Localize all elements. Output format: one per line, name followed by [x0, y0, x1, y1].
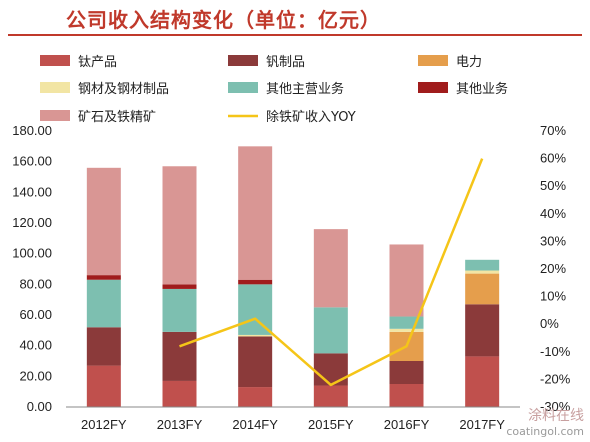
x-tick-label: 2016FY [384, 417, 430, 432]
bar-segment [389, 384, 424, 407]
title-underline [8, 34, 582, 36]
legend-swatch [418, 55, 448, 66]
bar-segment [162, 331, 197, 381]
bar-segment [313, 353, 348, 386]
legend-swatch [418, 82, 448, 93]
bar-segment [86, 327, 121, 366]
bar-segment [238, 279, 273, 285]
left-tick-label: 20.00 [19, 368, 52, 383]
left-tick-label: 160.00 [12, 154, 52, 169]
right-tick-label: 50% [540, 178, 566, 193]
legend-label: 矿石及铁精矿 [78, 110, 156, 125]
left-tick-label: 120.00 [12, 215, 52, 230]
right-tick-label: 0% [540, 316, 559, 331]
bar-segment [389, 328, 424, 332]
legend-label: 除铁矿收入YOY [266, 110, 356, 125]
watermark-domain: coatingol.com [506, 425, 584, 438]
bar-segment [238, 336, 273, 388]
legend-label: 钒制品 [266, 55, 305, 70]
bar-segment [238, 387, 273, 407]
left-tick-label: 100.00 [12, 246, 52, 261]
right-axis: -30% -20% -10% 0% 10% 20% 30% 40% 50% 60% 70% [540, 123, 571, 414]
legend-swatch [40, 110, 70, 121]
legend-swatch [228, 82, 258, 93]
left-axis: 0.00 20.00 40.00 60.00 80.00 100.00 120.00 140.… [12, 123, 52, 414]
x-tick-label: 2013FY [157, 417, 203, 432]
legend-label: 其他主营业务 [266, 81, 344, 97]
right-tick-label: -10% [540, 344, 571, 359]
bar-segment [162, 166, 197, 285]
x-axis: 2012FY 2013FY 2014FY 2015FY 2016FY 2017FY [66, 406, 520, 432]
x-tick-label: 2012FY [81, 417, 127, 432]
right-tick-label: 10% [540, 289, 566, 304]
legend-swatch [40, 55, 70, 66]
bar-segment [238, 334, 273, 337]
yoy-line [179, 158, 484, 387]
bar-segment [465, 356, 500, 407]
legend-label: 电力 [456, 55, 482, 70]
legend-swatch [40, 82, 70, 93]
legend-label: 钢材及钢材制品 [78, 82, 169, 97]
left-tick-label: 40.00 [19, 338, 52, 353]
left-tick-label: 80.00 [19, 276, 52, 291]
bar-segment [162, 288, 197, 332]
left-tick-label: 0.00 [27, 399, 52, 414]
bar-segment [465, 304, 500, 357]
bar-segment [86, 275, 121, 280]
yoy-line-layer [179, 158, 484, 387]
x-tick-label: 2014FY [232, 417, 278, 432]
bar-segment [86, 365, 121, 407]
bar-segment [465, 273, 500, 305]
bar-segment [465, 270, 500, 274]
watermark-name: 涂料在线 [528, 408, 584, 424]
right-tick-label: 20% [540, 261, 566, 276]
left-tick-label: 140.00 [12, 184, 52, 199]
right-tick-label: 40% [540, 206, 566, 221]
legend-swatch [228, 55, 258, 66]
x-tick-label: 2015FY [308, 417, 354, 432]
right-tick-label: -30% [540, 399, 571, 414]
bar-segment [238, 146, 273, 280]
bar-segment [162, 380, 197, 407]
chart-title: 公司收入结构变化（单位：亿元） [66, 8, 381, 32]
legend-label: 钛产品 [78, 55, 117, 70]
bar-segment [86, 167, 121, 276]
right-tick-label: 30% [540, 233, 566, 248]
left-tick-label: 180.00 [12, 123, 52, 138]
right-tick-label: -20% [540, 371, 571, 386]
bar-segment [238, 284, 273, 335]
left-tick-label: 60.00 [19, 307, 52, 322]
bar-segment [162, 284, 197, 289]
watermark: 涂料在线 coatingol.com [506, 405, 584, 438]
bar-segment [465, 259, 500, 271]
legend-label: 其他业务 [456, 81, 508, 97]
x-tick-label: 2017FY [459, 417, 505, 432]
bar-segment [313, 307, 348, 354]
bar-segment [86, 279, 121, 328]
right-tick-label: 60% [540, 151, 566, 166]
right-tick-label: 70% [540, 123, 566, 138]
bar-segment [313, 229, 348, 308]
bars-layer [86, 146, 500, 407]
bar-segment [389, 244, 424, 317]
bar-segment [313, 385, 348, 407]
bar-segment [389, 361, 424, 384]
